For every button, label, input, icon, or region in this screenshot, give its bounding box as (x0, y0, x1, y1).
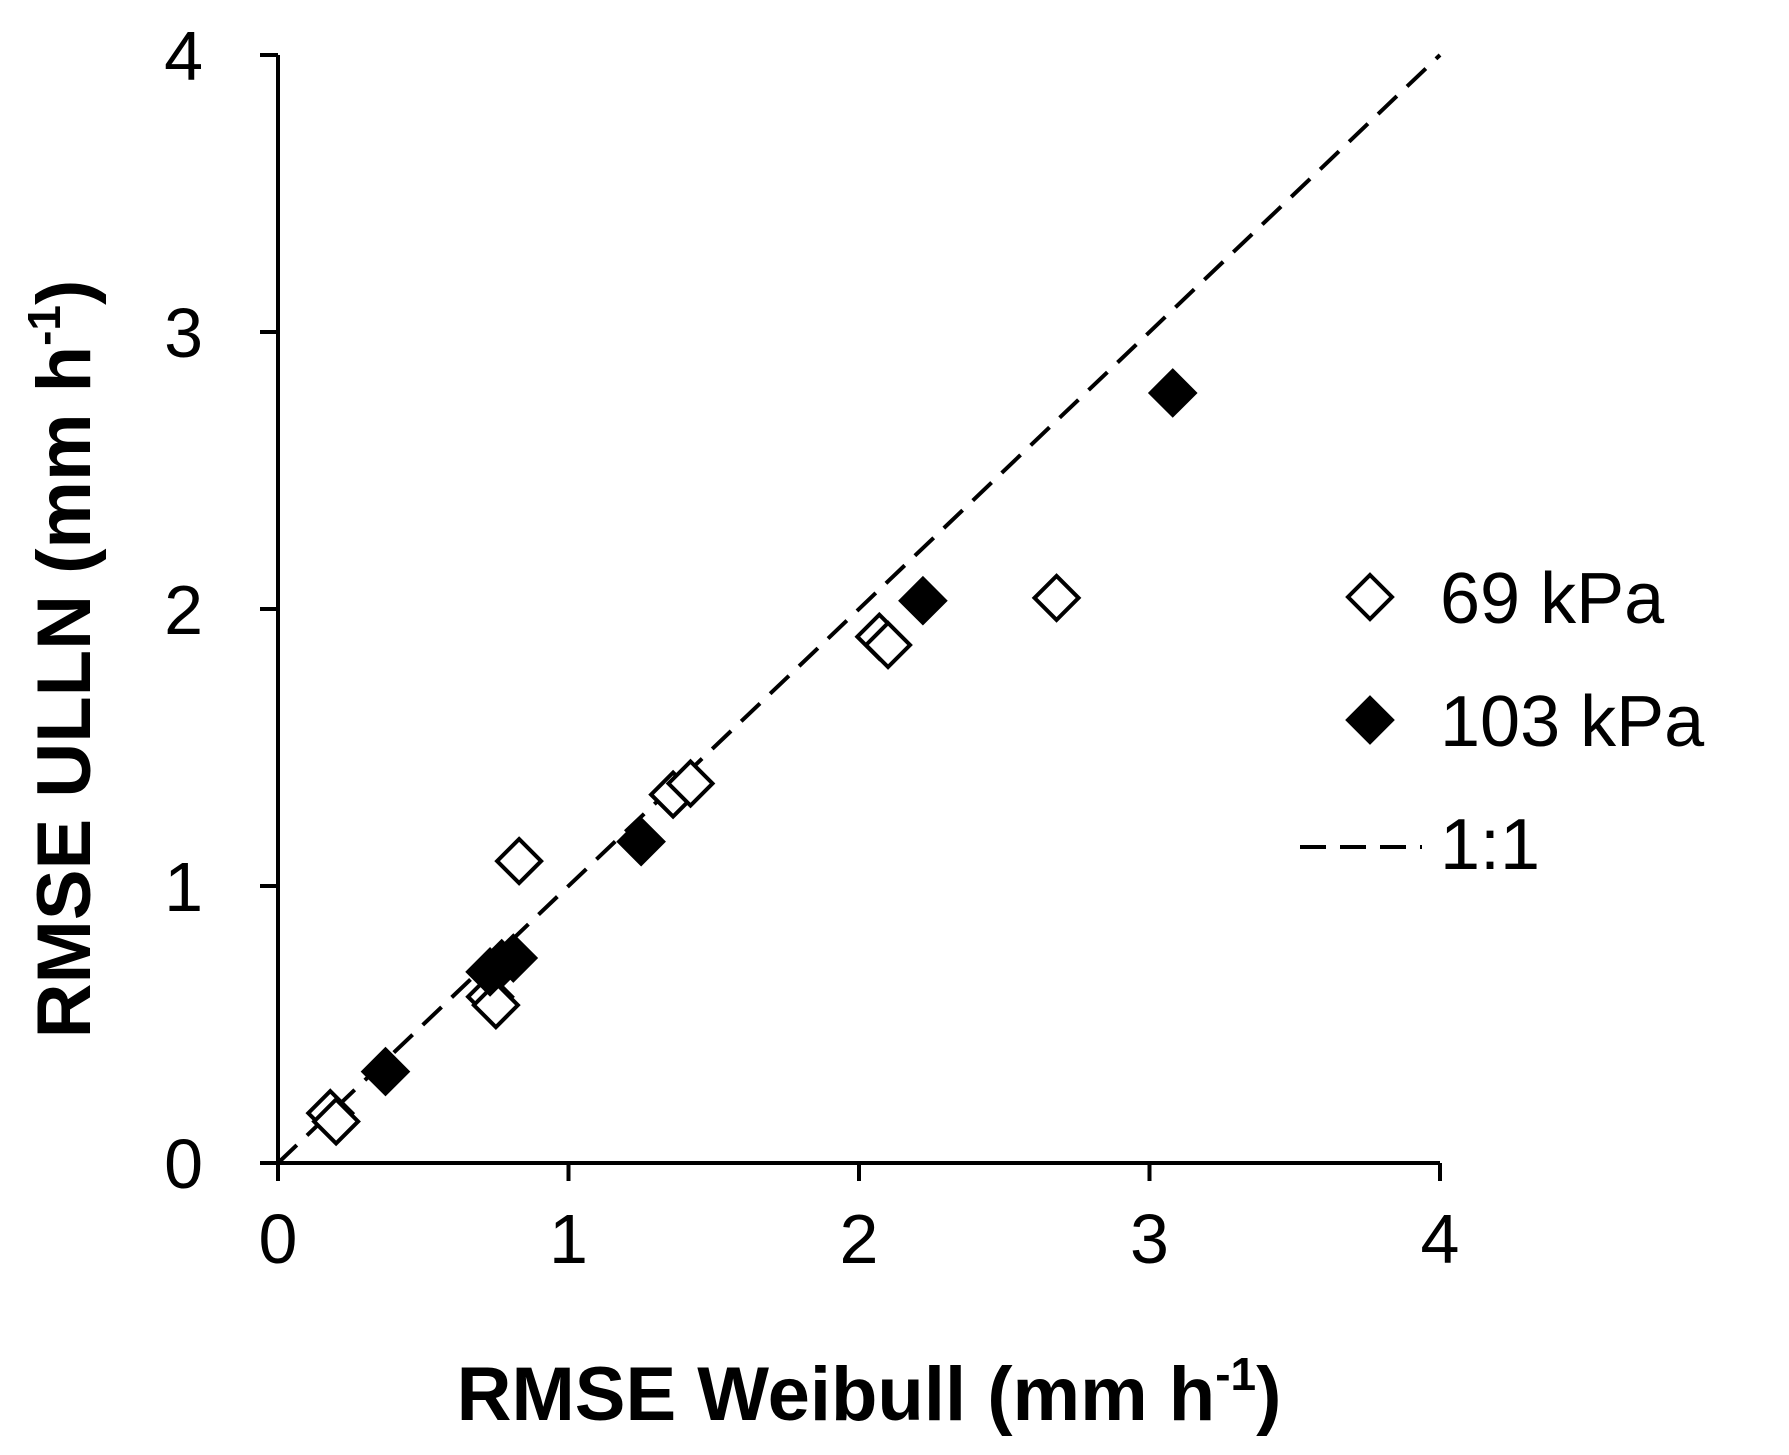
y-tick-label-3: 3 (164, 294, 203, 372)
point-103-kpa-6 (1147, 368, 1198, 418)
x-tick-label-4: 4 (1421, 1200, 1460, 1278)
reference-line-1-1 (276, 53, 1442, 1165)
reference-lines (276, 53, 1442, 1165)
y-tick-label-2: 2 (164, 571, 203, 649)
y-axis-title-text: RMSE ULLN (mm h (22, 346, 107, 1038)
point-69-kpa-3 (471, 980, 521, 1030)
point-103-kpa-3 (488, 933, 539, 983)
y-axis-title-close: ) (22, 280, 107, 305)
y-axis-title-superscript: -1 (18, 305, 70, 346)
point-103-kpa-0 (360, 1046, 411, 1097)
y-tick-label-1: 1 (164, 848, 203, 926)
data-markers (305, 368, 1198, 1147)
point-69-kpa-9 (1031, 573, 1082, 623)
legend-label-1-1: 1:1 (1440, 805, 1540, 885)
y-axis-ticks: 0 1 2 3 4 (164, 17, 278, 1203)
x-tick-label-2: 2 (840, 1200, 879, 1278)
legend-label-103-kpa: 103 kPa (1440, 682, 1705, 762)
legend-marker-69-kpa (1345, 572, 1395, 622)
point-103-kpa-5 (898, 575, 948, 626)
point-69-kpa-1 (311, 1096, 361, 1147)
y-tick-label-0: 0 (164, 1125, 203, 1203)
legend: 69 kPa 103 kPa 1:1 (1300, 559, 1705, 885)
y-axis-title: RMSE ULLN (mm h-1) (18, 280, 107, 1039)
point-69-kpa-8 (863, 620, 913, 670)
x-axis-title: RMSE Weibull (mm h-1) (457, 1348, 1282, 1437)
point-103-kpa-4 (616, 816, 666, 867)
x-axis-title-close: ) (1256, 1352, 1281, 1437)
x-axis-title-superscript: -1 (1215, 1348, 1256, 1400)
legend-marker-103-kpa (1345, 695, 1395, 745)
y-tick-label-4: 4 (164, 17, 203, 95)
legend-label-69-kpa: 69 kPa (1440, 559, 1665, 639)
x-tick-label-0: 0 (259, 1200, 298, 1278)
x-tick-label-3: 3 (1130, 1200, 1169, 1278)
x-axis-ticks: 0 1 2 3 4 (259, 1163, 1460, 1278)
point-69-kpa-6 (665, 758, 716, 809)
point-69-kpa-4 (494, 836, 544, 886)
x-tick-label-1: 1 (549, 1200, 588, 1278)
x-axis-title-text: RMSE Weibull (mm h (457, 1352, 1216, 1437)
